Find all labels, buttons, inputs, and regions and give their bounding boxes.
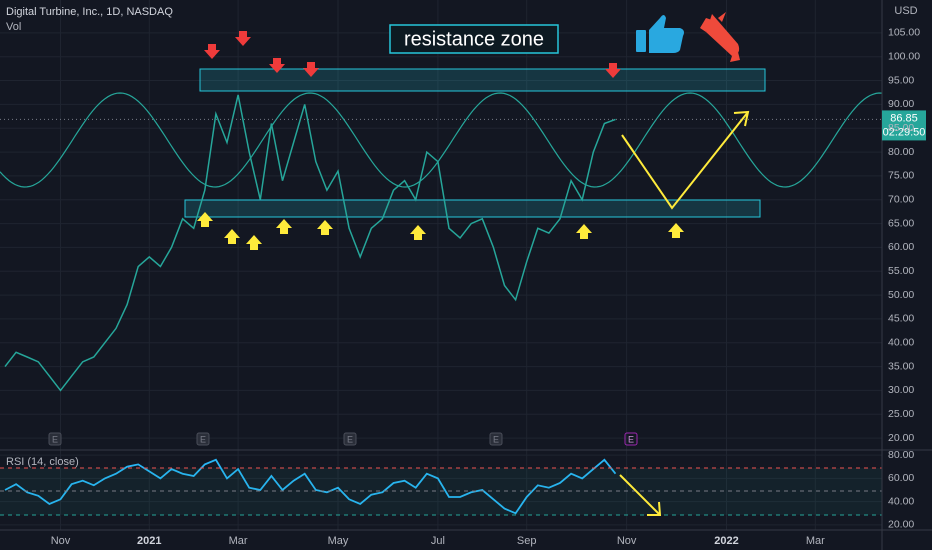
earnings-marker: E — [347, 434, 353, 444]
y-tick-label: 20.00 — [888, 519, 914, 531]
support-zone — [184, 199, 761, 218]
y-tick-label: 90.00 — [888, 98, 914, 110]
volume-label: Vol — [6, 21, 21, 33]
projection-arrowhead — [733, 110, 750, 127]
y-tick-label: 55.00 — [888, 265, 914, 277]
y-tick-label: 40.00 — [888, 495, 914, 507]
x-tick-label: Nov — [617, 535, 637, 547]
earnings-box — [343, 432, 357, 446]
rsi-projection-line — [619, 474, 661, 516]
currency-label: USD — [894, 5, 917, 17]
earnings-marker: E — [628, 434, 634, 444]
y-tick-label: 25.00 — [888, 408, 914, 420]
y-tick-label: 60.00 — [888, 241, 914, 253]
y-tick-label: 40.00 — [888, 337, 914, 349]
earnings-marker: E — [493, 434, 499, 444]
x-tick-label: Sep — [517, 535, 537, 547]
y-tick-label: 35.00 — [888, 360, 914, 372]
rsi-projection-arrowhead — [647, 501, 662, 516]
x-tick-label: Jul — [431, 535, 445, 547]
y-tick-label: 85.00 — [888, 122, 914, 134]
y-tick-label: 100.00 — [888, 51, 920, 63]
earnings-box — [48, 432, 62, 446]
earnings-box — [196, 432, 210, 446]
y-tick-label: 80.00 — [888, 146, 914, 158]
x-tick-label: Mar — [229, 535, 248, 547]
rsi-title: RSI (14, close) — [6, 456, 79, 468]
y-tick-label: 20.00 — [888, 432, 914, 444]
x-tick-label: 2022 — [714, 535, 738, 547]
annotation-box — [389, 24, 559, 54]
earnings-marker: E — [52, 434, 58, 444]
series-line — [4, 94, 616, 392]
x-tick-label: Nov — [51, 535, 71, 547]
y-tick-label: 70.00 — [888, 194, 914, 206]
x-tick-label: May — [328, 535, 349, 547]
y-tick-label: 30.00 — [888, 384, 914, 396]
up-arrows — [197, 212, 684, 250]
x-tick-label: Mar — [806, 535, 825, 547]
countdown: 02:29:50 — [883, 126, 926, 138]
earnings-box — [624, 432, 638, 446]
last-price-tag — [882, 110, 926, 141]
y-tick-label: 60.00 — [888, 472, 914, 484]
y-tick-label: 105.00 — [888, 27, 920, 39]
y-tick-label: 45.00 — [888, 313, 914, 325]
projection-line — [621, 111, 749, 210]
rocket-icon — [700, 12, 740, 62]
earnings-marker: E — [200, 434, 206, 444]
annotation-text: resistance zone — [404, 28, 544, 50]
sine-wave — [0, 92, 883, 188]
resistance-zone — [199, 68, 766, 92]
y-tick-label: 75.00 — [888, 170, 914, 182]
series-line — [4, 458, 617, 515]
earnings-box — [489, 432, 503, 446]
last-price: 86.85 — [890, 112, 918, 124]
y-tick-label: 65.00 — [888, 217, 914, 229]
down-arrows — [204, 31, 621, 78]
y-tick-label: 80.00 — [888, 449, 914, 461]
x-tick-label: 2021 — [137, 535, 161, 547]
chart-title: Digital Turbine, Inc., 1D, NASDAQ — [6, 6, 173, 18]
thumbs-up-icon — [636, 15, 684, 53]
y-tick-label: 95.00 — [888, 74, 914, 86]
y-tick-label: 50.00 — [888, 289, 914, 301]
